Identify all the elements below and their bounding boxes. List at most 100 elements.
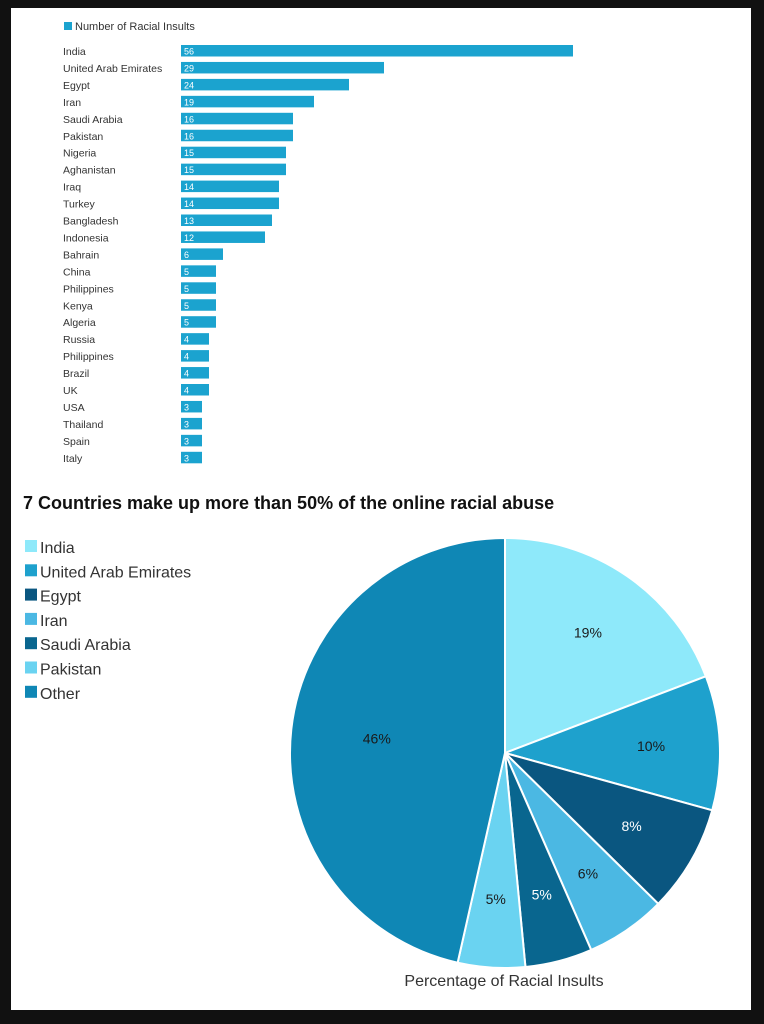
bar-category-label: Turkey bbox=[63, 199, 95, 211]
bar-row: Russia 4 bbox=[63, 333, 209, 346]
bar-value-label: 4 bbox=[184, 335, 189, 345]
bar-row: Iran 19 bbox=[63, 95, 314, 109]
bar-category-label: Philippines bbox=[63, 283, 114, 295]
bar-value-label: 14 bbox=[184, 182, 194, 192]
bar-row: Algeria 5 bbox=[63, 316, 216, 329]
pie-labels: 19% 10% 8% 6% 5% 5% 46% bbox=[363, 625, 665, 907]
bar bbox=[181, 265, 216, 277]
pie-legend-swatch bbox=[25, 564, 37, 577]
pie-slice bbox=[504, 536, 708, 755]
pie-legend-item: Egypt bbox=[25, 588, 81, 606]
pie-legend-label: Iran bbox=[40, 613, 68, 630]
bar-category-label: Philippines bbox=[63, 351, 114, 363]
bar bbox=[181, 417, 202, 430]
pie-legend-swatch bbox=[25, 540, 37, 552]
bar-category-label: USA bbox=[63, 402, 85, 414]
bar-row: Indonesia 12 bbox=[63, 231, 265, 244]
bar-value-label: 3 bbox=[184, 436, 189, 446]
bar bbox=[181, 434, 202, 447]
bar bbox=[181, 248, 223, 260]
bar-row: India 56 bbox=[63, 45, 573, 58]
bar-category-label: Algeria bbox=[63, 317, 96, 329]
bar-category-label: India bbox=[63, 46, 86, 58]
bar bbox=[181, 163, 286, 176]
bar-row: Bahrain 6 bbox=[63, 248, 223, 261]
bar-value-label: 24 bbox=[184, 80, 194, 90]
bar bbox=[181, 78, 349, 91]
bar-value-label: 4 bbox=[184, 352, 189, 362]
bar bbox=[181, 333, 209, 345]
bar-row: United Arab Emirates 29 bbox=[63, 61, 384, 75]
pie-legend-swatch bbox=[25, 685, 37, 698]
bar-row: Nigeria 15 bbox=[63, 146, 286, 160]
bar-category-label: Bangladesh bbox=[63, 216, 119, 228]
bar-row: Kenya 5 bbox=[63, 299, 216, 312]
bar bbox=[181, 197, 279, 210]
pie-value-label: 5% bbox=[532, 887, 552, 903]
bar-value-label: 5 bbox=[184, 284, 189, 294]
bar bbox=[181, 299, 216, 311]
pie-legend-swatch bbox=[25, 661, 37, 674]
bar bbox=[181, 45, 573, 57]
pie-value-label: 19% bbox=[574, 625, 602, 641]
pie-chart: 7 Countries make up more than 50% of the… bbox=[23, 493, 721, 990]
bar-category-label: China bbox=[63, 266, 91, 278]
bar bbox=[181, 316, 216, 328]
pie-legend-label: Egypt bbox=[40, 589, 81, 606]
bar-category-label: Russia bbox=[63, 334, 95, 346]
pie-legend-swatch bbox=[25, 637, 37, 650]
pie-value-label: 5% bbox=[486, 891, 506, 907]
bar bbox=[181, 214, 272, 226]
bar-category-label: Saudi Arabia bbox=[63, 114, 123, 126]
bar bbox=[181, 61, 384, 74]
pie-value-label: 10% bbox=[637, 738, 665, 754]
bar-category-label: Pakistan bbox=[63, 131, 103, 143]
bar-row: Philippines 5 bbox=[63, 282, 216, 295]
bar-row: Bangladesh 13 bbox=[63, 214, 272, 228]
bar bbox=[181, 384, 209, 396]
bar-row: UK 4 bbox=[63, 384, 209, 397]
bar-row: Aghanistan 15 bbox=[63, 163, 286, 177]
pie-legend-item: Saudi Arabia bbox=[25, 637, 131, 654]
bar-value-label: 5 bbox=[184, 318, 189, 328]
pie-legend-label: India bbox=[40, 540, 75, 557]
pie-value-label: 46% bbox=[363, 731, 391, 747]
bar-value-label: 12 bbox=[184, 233, 194, 243]
bar-category-label: Bahrain bbox=[63, 249, 99, 261]
pie-legend-item: United Arab Emirates bbox=[25, 564, 191, 581]
bar bbox=[181, 95, 314, 108]
bar bbox=[181, 282, 216, 294]
pie-slice bbox=[289, 536, 506, 964]
pie-legend-item: Pakistan bbox=[25, 661, 101, 679]
pie-legend-label: Other bbox=[40, 686, 81, 703]
pie-legend-item: Other bbox=[25, 685, 81, 703]
pie-xlabel: Percentage of Racial Insults bbox=[404, 973, 603, 990]
bar-value-label: 5 bbox=[184, 267, 189, 277]
bar-legend-label: Number of Racial Insults bbox=[75, 21, 195, 33]
bar-category-label: Brazil bbox=[63, 368, 89, 380]
pie-slices bbox=[289, 536, 721, 969]
bar-category-label: Italy bbox=[63, 453, 83, 465]
bar-legend-swatch bbox=[64, 22, 72, 30]
bar-value-label: 15 bbox=[184, 148, 194, 158]
bar-category-label: Indonesia bbox=[63, 232, 109, 244]
pie-legend-swatch bbox=[25, 588, 37, 601]
bar-value-label: 19 bbox=[184, 97, 194, 107]
pie-legend-label: Saudi Arabia bbox=[40, 637, 131, 654]
bar-category-label: Nigeria bbox=[63, 148, 96, 160]
bar-row: Egypt 24 bbox=[63, 78, 349, 92]
bar-row: Italy 3 bbox=[63, 451, 202, 465]
bar-value-label: 3 bbox=[184, 419, 189, 429]
pie-legend-swatch bbox=[25, 612, 37, 625]
bar-value-label: 5 bbox=[184, 301, 189, 311]
bar-category-label: Spain bbox=[63, 436, 90, 448]
bar-category-label: United Arab Emirates bbox=[63, 63, 162, 75]
bar-value-label: 15 bbox=[184, 165, 194, 175]
pie-legend-label: Pakistan bbox=[40, 662, 101, 679]
bar-row: Pakistan 16 bbox=[63, 129, 293, 143]
bar-value-label: 3 bbox=[184, 453, 189, 463]
bar-row: Saudi Arabia 16 bbox=[63, 112, 293, 126]
bar-category-label: Iran bbox=[63, 97, 81, 109]
bar-value-label: 4 bbox=[184, 369, 189, 379]
bar-row: Thailand 3 bbox=[63, 417, 202, 431]
